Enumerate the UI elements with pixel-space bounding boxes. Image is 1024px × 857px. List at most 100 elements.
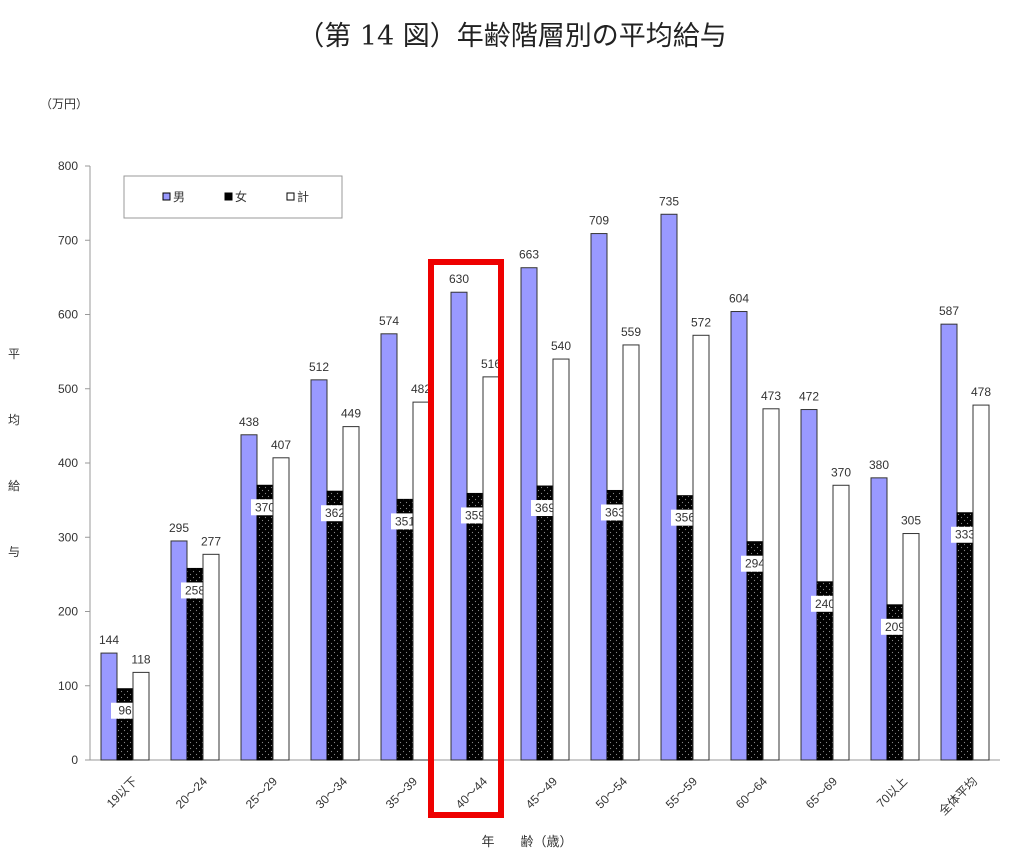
data-label: 709 bbox=[589, 214, 609, 228]
data-label-bg bbox=[461, 507, 489, 524]
bar-計 bbox=[972, 404, 990, 761]
data-label: 572 bbox=[691, 315, 711, 329]
data-label-bg bbox=[951, 526, 979, 543]
bar-男 bbox=[660, 213, 678, 761]
data-label: 362 bbox=[325, 506, 345, 520]
bar-計 bbox=[832, 484, 850, 761]
data-label-bg bbox=[671, 509, 699, 526]
y-tick-label: 500 bbox=[58, 382, 78, 396]
x-tick-label: 45～49 bbox=[523, 774, 560, 811]
data-label: 574 bbox=[379, 314, 399, 328]
bar-計 bbox=[272, 457, 290, 761]
y-tick-label: 200 bbox=[58, 605, 78, 619]
bar-男 bbox=[240, 434, 258, 761]
data-label: 449 bbox=[341, 407, 361, 421]
data-label-bg bbox=[741, 555, 769, 572]
x-tick-label: 65～69 bbox=[803, 774, 840, 811]
x-tick-label: 19以下 bbox=[104, 774, 140, 810]
bar-男 bbox=[590, 233, 608, 761]
bar-女 bbox=[396, 498, 414, 761]
legend-swatch bbox=[224, 192, 233, 201]
bar-男 bbox=[310, 379, 328, 761]
bar-女 bbox=[466, 492, 484, 761]
data-label: 438 bbox=[239, 415, 259, 429]
y-tick-label: 600 bbox=[58, 308, 78, 322]
data-label-bg bbox=[251, 499, 279, 516]
data-label: 351 bbox=[395, 514, 415, 528]
data-label: 295 bbox=[169, 521, 189, 535]
data-label-bg bbox=[391, 513, 419, 530]
bar-計 bbox=[902, 533, 920, 761]
data-label: 359 bbox=[465, 508, 485, 522]
bar-計 bbox=[202, 553, 220, 761]
x-tick-label: 55～59 bbox=[663, 774, 700, 811]
data-label: 258 bbox=[185, 583, 205, 597]
data-label-bg bbox=[881, 618, 909, 635]
data-label: 604 bbox=[729, 292, 749, 306]
x-tick-label: 25～29 bbox=[243, 774, 280, 811]
data-label: 473 bbox=[761, 389, 781, 403]
data-label: 472 bbox=[799, 390, 819, 404]
y-tick-label: 700 bbox=[58, 233, 78, 247]
bar-女 bbox=[676, 495, 694, 761]
data-label: 512 bbox=[309, 360, 329, 374]
data-label: 587 bbox=[939, 304, 959, 318]
data-label: 540 bbox=[551, 339, 571, 353]
bar-計 bbox=[762, 408, 780, 761]
bar-男 bbox=[450, 291, 468, 761]
y-axis-label-char: 平 bbox=[8, 347, 20, 361]
bar-計 bbox=[132, 671, 150, 761]
bar-計 bbox=[412, 401, 430, 761]
data-label: 407 bbox=[271, 438, 291, 452]
bar-男 bbox=[800, 409, 818, 761]
y-axis-label-char: 均 bbox=[8, 413, 20, 427]
bar-計 bbox=[622, 344, 640, 761]
bar-女 bbox=[536, 485, 554, 761]
unit-label: （万円） bbox=[40, 97, 88, 111]
data-label: 277 bbox=[201, 534, 221, 548]
y-tick-label: 300 bbox=[58, 530, 78, 544]
legend-box bbox=[123, 175, 343, 219]
legend-swatch bbox=[162, 192, 171, 201]
bar-計 bbox=[552, 358, 570, 761]
data-label: 478 bbox=[971, 385, 991, 399]
legend-label: 計 bbox=[297, 189, 309, 204]
bar-計 bbox=[482, 376, 500, 761]
data-label: 735 bbox=[659, 194, 679, 208]
x-tick-label: 70以上 bbox=[874, 774, 910, 810]
data-label: 369 bbox=[535, 501, 555, 515]
x-tick-label: 35～39 bbox=[383, 774, 420, 811]
x-tick-label: 60～64 bbox=[733, 774, 770, 811]
chart-title: （第 14 図）年齢階層別の平均給与 bbox=[297, 21, 727, 52]
y-tick-label: 400 bbox=[58, 456, 78, 470]
bar-男 bbox=[380, 333, 398, 761]
data-label-bg bbox=[811, 595, 839, 612]
data-label: 516 bbox=[481, 357, 501, 371]
data-label: 118 bbox=[131, 652, 150, 666]
x-tick-label: 全体平均 bbox=[936, 774, 981, 819]
bar-男 bbox=[730, 311, 748, 761]
bar-女 bbox=[956, 512, 974, 761]
data-label-bg bbox=[111, 702, 139, 719]
y-tick-label: 0 bbox=[71, 753, 78, 767]
bar-計 bbox=[342, 426, 360, 761]
x-tick-label: 40～44 bbox=[453, 774, 490, 811]
data-label-bg bbox=[181, 582, 209, 599]
highlight-box bbox=[428, 259, 504, 818]
data-label: 333 bbox=[955, 528, 975, 542]
data-label: 559 bbox=[621, 325, 641, 339]
data-label: 209 bbox=[885, 620, 905, 634]
data-label: 363 bbox=[605, 505, 625, 519]
x-tick-label: 50～54 bbox=[593, 774, 630, 811]
bar-男 bbox=[170, 540, 188, 761]
data-label: 144 bbox=[99, 633, 119, 647]
x-tick-label: 20～24 bbox=[173, 774, 210, 811]
legend-swatch bbox=[286, 192, 295, 201]
bar-女 bbox=[746, 541, 764, 761]
y-axis-label-char: 給 bbox=[8, 479, 20, 493]
legend-label: 男 bbox=[173, 190, 185, 204]
data-label: 380 bbox=[869, 458, 889, 472]
bar-計 bbox=[692, 334, 710, 761]
data-label: 663 bbox=[519, 248, 539, 262]
